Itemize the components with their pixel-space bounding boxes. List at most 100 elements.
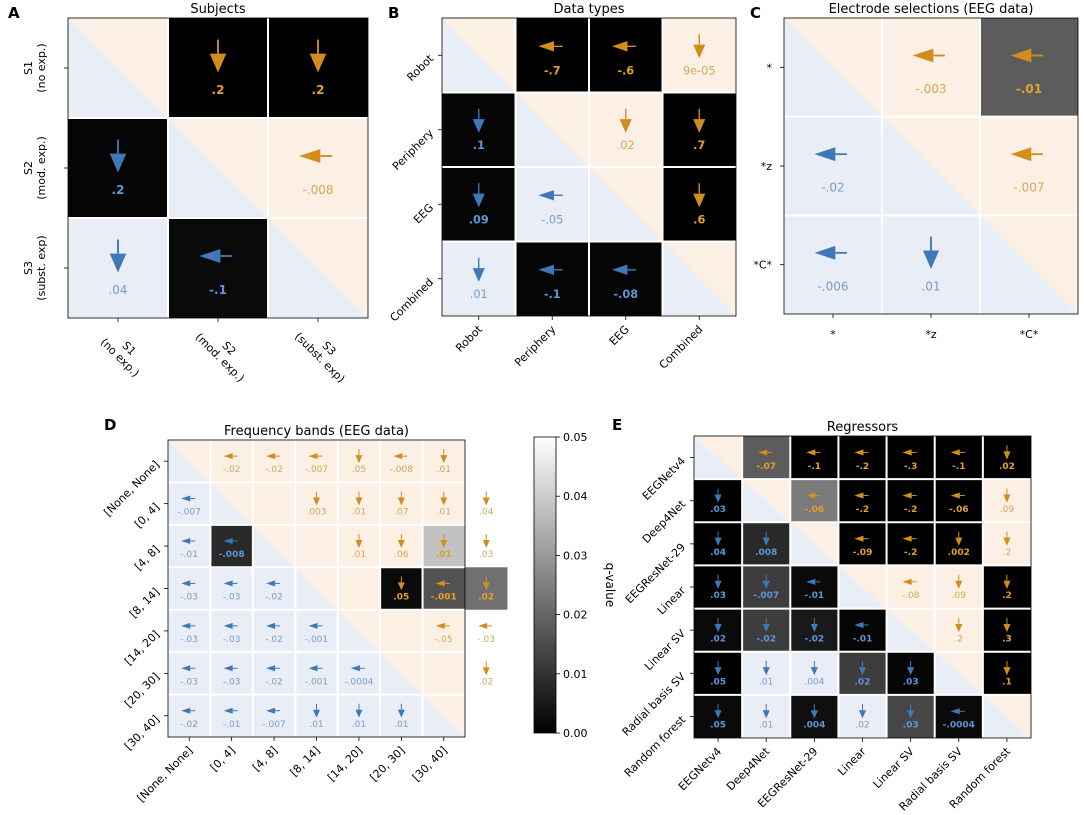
cell-bg	[838, 479, 887, 523]
y-tick-label: *C*	[753, 259, 772, 272]
arrow-down-icon	[693, 119, 706, 133]
cell-value: .06	[394, 550, 409, 560]
cell-value: -.2	[856, 462, 869, 472]
arrow-down-icon	[440, 497, 448, 506]
cell-bg	[790, 479, 839, 523]
arrow-left-icon	[950, 449, 960, 456]
cell-a-2-1: -.1	[168, 218, 268, 318]
arrow-left-icon	[902, 492, 912, 499]
cell-value: -.1	[952, 462, 965, 472]
panel-title: Data types	[554, 2, 625, 17]
arrow-down-icon	[355, 709, 363, 718]
arrow-down-icon	[762, 667, 770, 676]
arrow-down-icon	[955, 537, 963, 546]
cell-value: .05	[710, 721, 726, 731]
cell-d-1-4: .01	[352, 491, 366, 518]
cell-d-0-5: -.008	[390, 453, 413, 475]
arrow-down-icon	[355, 497, 363, 506]
cell-c-2-0: -.006	[814, 245, 849, 293]
cell-d-5-0: -.03	[180, 665, 198, 687]
y-tick-label: Deep4Net	[640, 497, 689, 546]
cell-value: -.2	[856, 505, 869, 515]
cell-b-0-2: -.6	[589, 18, 663, 93]
colorbar-ticks: 0.00 0.01 0.02 0.03 0.04 0.05	[556, 431, 588, 740]
arrow-left-icon	[854, 535, 864, 542]
arrow-down-icon	[714, 710, 722, 719]
cell-value: .02	[855, 721, 869, 731]
panel-title: Electrode selections (EEG data)	[829, 2, 1034, 17]
cell-e-5-6: .1	[982, 651, 1031, 695]
arrow-left-icon	[435, 622, 445, 629]
cell-value: .09	[469, 214, 489, 227]
cell-value: -.02	[265, 635, 283, 645]
arrow-left-icon	[950, 492, 960, 499]
x-tick-label: Linear	[835, 745, 869, 779]
cell-value: -.2	[904, 505, 917, 515]
cell-d-4-2: -.02	[265, 622, 283, 645]
cell-value: .02	[999, 462, 1015, 472]
cell-e-2-6: .2	[1003, 531, 1011, 558]
lower-triangle-bg	[784, 18, 1078, 314]
x-tick-label: [8, 14]	[288, 744, 323, 779]
cell-e-1-4: -.2	[886, 479, 935, 523]
cell-value: .01	[436, 550, 452, 560]
y-tick-label: Linear	[655, 584, 689, 618]
cell-d-0-3: -.007	[305, 453, 328, 475]
cell-d-0-1: -.02	[223, 453, 240, 475]
colorbar-gradient	[533, 436, 557, 734]
arrow-left-icon	[181, 665, 191, 672]
y-tick-label: [30, 40]	[122, 713, 162, 753]
cell-e-2-0: .04	[694, 522, 743, 566]
cell-d-5-3: -.001	[305, 665, 328, 687]
arrow-left-icon	[223, 580, 233, 587]
arrow-down-icon	[907, 667, 915, 676]
panel-letter: D	[104, 416, 116, 434]
cell-e-6-1: .01	[759, 704, 773, 731]
cell-e-0-1: -.07	[742, 436, 791, 480]
arrow-left-icon	[266, 453, 276, 460]
cell-value: .05	[710, 678, 726, 688]
cell-value: .2	[112, 183, 125, 197]
colorbar: 0.00 0.01 0.02 0.03 0.04 0.05 q-value	[533, 431, 617, 740]
cell-e-0-3: -.2	[838, 436, 887, 480]
cell-d-1-0: -.007	[178, 495, 201, 518]
cell-d-6-5: .01	[394, 703, 409, 730]
x-tick-label: Combined	[657, 323, 706, 372]
arrow-down-icon	[482, 667, 490, 676]
cell-value: -.2	[904, 548, 917, 558]
arrow-left-icon	[181, 580, 191, 587]
cell-b-1-0: .1	[442, 92, 516, 167]
cell-value: .01	[437, 508, 451, 518]
arrow-down-icon	[1003, 494, 1011, 503]
arrow-down-icon	[762, 537, 770, 546]
cell-e-4-6: .3	[982, 608, 1031, 652]
cell-e-3-5: .09	[952, 574, 966, 601]
cell-e-3-4: -.08	[902, 578, 920, 601]
panel-c: -.003 -.01 -.02 -.007 -.006 .01 Electrode sele…	[750, 2, 1079, 341]
cell-d-2-4: .01	[352, 533, 366, 560]
panel-frame	[441, 17, 737, 317]
arrow-left-icon	[538, 264, 554, 275]
x-tick-label: S2(mod. exp.)	[193, 321, 256, 384]
cell-c-0-2: -.01	[980, 18, 1078, 117]
x-tick-label: *z	[925, 328, 937, 341]
arrow-down-icon	[472, 268, 485, 282]
arrow-left-icon	[308, 665, 318, 672]
arrow-down-icon	[472, 119, 485, 133]
cell-e-0-6: .02	[982, 436, 1031, 480]
cell-a-2-0: .04	[108, 239, 128, 297]
y-tick-label: Linear SV	[642, 627, 688, 673]
cell-e-5-3: .02	[838, 651, 887, 695]
arrow-down-icon	[482, 582, 490, 591]
arrow-down-icon	[714, 537, 722, 546]
arrow-down-icon	[309, 53, 327, 73]
cell-value: .02	[479, 677, 493, 687]
arrow-left-icon	[181, 707, 191, 714]
cell-value: .01	[470, 288, 488, 301]
panel-a: .2 .2 .2 -.008 .04 -.1 Subjects A S1(no exp.) S1(…	[8, 2, 369, 385]
cell-c-0-1: -.003	[912, 48, 947, 96]
arrow-left-icon	[223, 622, 233, 629]
colorbar-tick-label: 0.04	[563, 490, 588, 503]
cell-value: -.1	[544, 288, 561, 301]
cell-value: .2	[312, 83, 325, 97]
